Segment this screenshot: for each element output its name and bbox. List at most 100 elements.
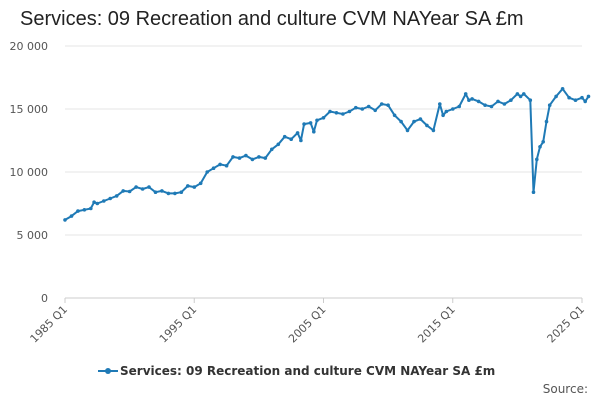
data-point	[554, 94, 558, 99]
data-point	[518, 94, 523, 99]
x-tick-label: 2025 Q1	[545, 303, 588, 346]
data-point	[522, 92, 526, 96]
data-point	[583, 99, 587, 104]
data-point	[198, 181, 203, 186]
data-point	[457, 104, 462, 109]
legend-line-marker-icon	[98, 366, 118, 376]
data-point	[153, 190, 158, 194]
data-point	[89, 206, 93, 211]
data-point	[399, 119, 403, 124]
data-point	[444, 109, 449, 114]
data-point	[282, 134, 287, 139]
data-point	[347, 109, 352, 114]
gridlines	[65, 45, 582, 299]
y-tick-label: 5 000	[17, 229, 49, 242]
data-point	[354, 105, 358, 110]
data-point	[386, 103, 390, 107]
data-point	[438, 102, 442, 106]
data-point	[140, 187, 145, 191]
legend-label: Services: 09 Recreation and culture CVM …	[120, 364, 496, 378]
data-point	[147, 185, 151, 189]
data-point	[580, 95, 584, 100]
data-point	[560, 87, 565, 91]
data-point	[321, 116, 326, 120]
data-point	[541, 140, 545, 144]
data-point	[431, 128, 436, 133]
data-point	[538, 145, 542, 149]
data-point	[334, 111, 339, 115]
data-point	[299, 138, 303, 143]
data-point	[341, 112, 345, 116]
data-point	[586, 94, 591, 99]
data-point	[114, 194, 119, 198]
data-point	[515, 92, 520, 96]
data-point	[82, 208, 87, 212]
data-point	[509, 98, 513, 102]
data-point	[95, 201, 100, 206]
data-point	[379, 102, 384, 106]
legend[interactable]: Services: 09 Recreation and culture CVM …	[98, 364, 495, 378]
data-point	[573, 98, 578, 102]
data-point	[134, 185, 138, 189]
data-point	[547, 103, 552, 107]
data-point	[211, 166, 216, 170]
data-point	[270, 147, 274, 152]
data-point	[186, 184, 190, 188]
data-point	[476, 99, 481, 104]
data-point	[205, 170, 209, 174]
data-point	[451, 107, 455, 111]
data-point	[467, 98, 471, 102]
data-point	[63, 218, 67, 222]
data-point	[244, 153, 248, 158]
plot-area	[63, 87, 591, 222]
data-point	[257, 155, 261, 159]
x-tick-label: 1995 Q1	[157, 303, 200, 346]
data-point	[224, 163, 229, 168]
data-point	[328, 109, 332, 114]
data-point	[218, 162, 222, 167]
data-point	[295, 131, 300, 135]
data-point	[102, 199, 106, 203]
data-point	[441, 113, 445, 118]
y-tick-label: 0	[41, 292, 48, 305]
data-point	[160, 189, 164, 193]
data-point	[528, 98, 533, 102]
data-point	[308, 121, 313, 125]
data-point	[483, 103, 487, 107]
y-axis: 0 5 000 10 000 15 000 20 000	[10, 40, 49, 305]
data-point	[231, 155, 235, 159]
data-point	[276, 142, 281, 147]
series-line	[64, 87, 590, 221]
x-tick-label: 2015 Q1	[415, 303, 458, 346]
data-point	[263, 156, 268, 160]
data-point	[531, 190, 536, 194]
data-point	[496, 99, 500, 104]
data-point	[192, 185, 197, 189]
data-point	[544, 119, 549, 124]
data-point	[69, 214, 74, 218]
data-point	[250, 157, 255, 162]
data-point	[92, 200, 96, 204]
data-point	[412, 119, 416, 124]
source-label: Source:	[542, 382, 588, 396]
data-point	[127, 189, 132, 194]
data-point	[502, 102, 507, 106]
data-point	[108, 196, 112, 201]
data-point	[312, 129, 316, 134]
data-point	[405, 128, 410, 133]
data-point	[360, 107, 365, 111]
data-point	[392, 113, 397, 118]
data-point	[470, 97, 474, 101]
data-point	[373, 108, 378, 113]
data-point	[121, 189, 125, 193]
y-tick-label: 15 000	[10, 103, 49, 116]
data-point	[463, 92, 468, 96]
chart-title: Services: 09 Recreation and culture CVM …	[20, 8, 524, 30]
x-axis: 1985 Q1 1995 Q1 2005 Q1 2015 Q1 2025 Q1	[28, 298, 588, 346]
data-point	[489, 104, 494, 109]
data-point	[173, 191, 177, 196]
data-point	[166, 191, 171, 196]
data-point	[302, 122, 306, 126]
data-point	[179, 190, 184, 194]
